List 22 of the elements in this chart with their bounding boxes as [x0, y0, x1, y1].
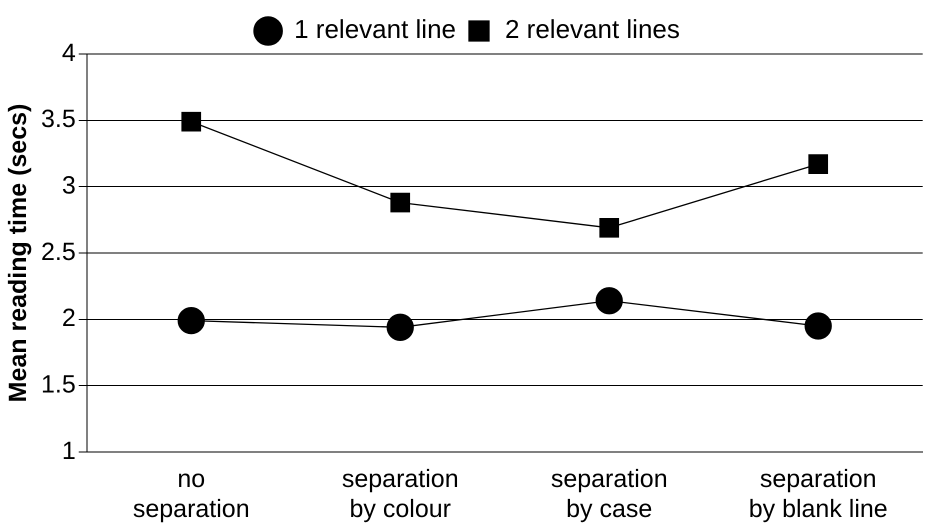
point: [804, 312, 832, 340]
y-tick-label: 4: [62, 38, 76, 67]
point: [599, 218, 620, 238]
legend-label: 2 relevant lines: [505, 14, 680, 44]
y-tick-label: 1: [62, 436, 76, 465]
point: [390, 192, 410, 212]
point: [181, 112, 202, 132]
y-axis-title: Mean reading time (secs): [4, 104, 32, 402]
point: [386, 314, 414, 341]
y-tick-label: 1.5: [40, 370, 76, 399]
x-tick-label: no separation: [132, 464, 250, 523]
x-tick-label: separation by blank line: [748, 464, 888, 523]
x-tick-label: separation by colour: [342, 464, 459, 523]
y-tick-label: 3: [62, 172, 76, 200]
point: [596, 287, 623, 314]
point: [178, 307, 205, 334]
y-tick-label: 2: [62, 304, 76, 332]
y-tick-label: 2.5: [40, 238, 76, 266]
x-tick-label: separation by case: [550, 464, 668, 523]
y-tick-label: 3.5: [40, 105, 76, 134]
point: [808, 154, 828, 174]
legend-label: 1 relevant line: [294, 14, 456, 44]
